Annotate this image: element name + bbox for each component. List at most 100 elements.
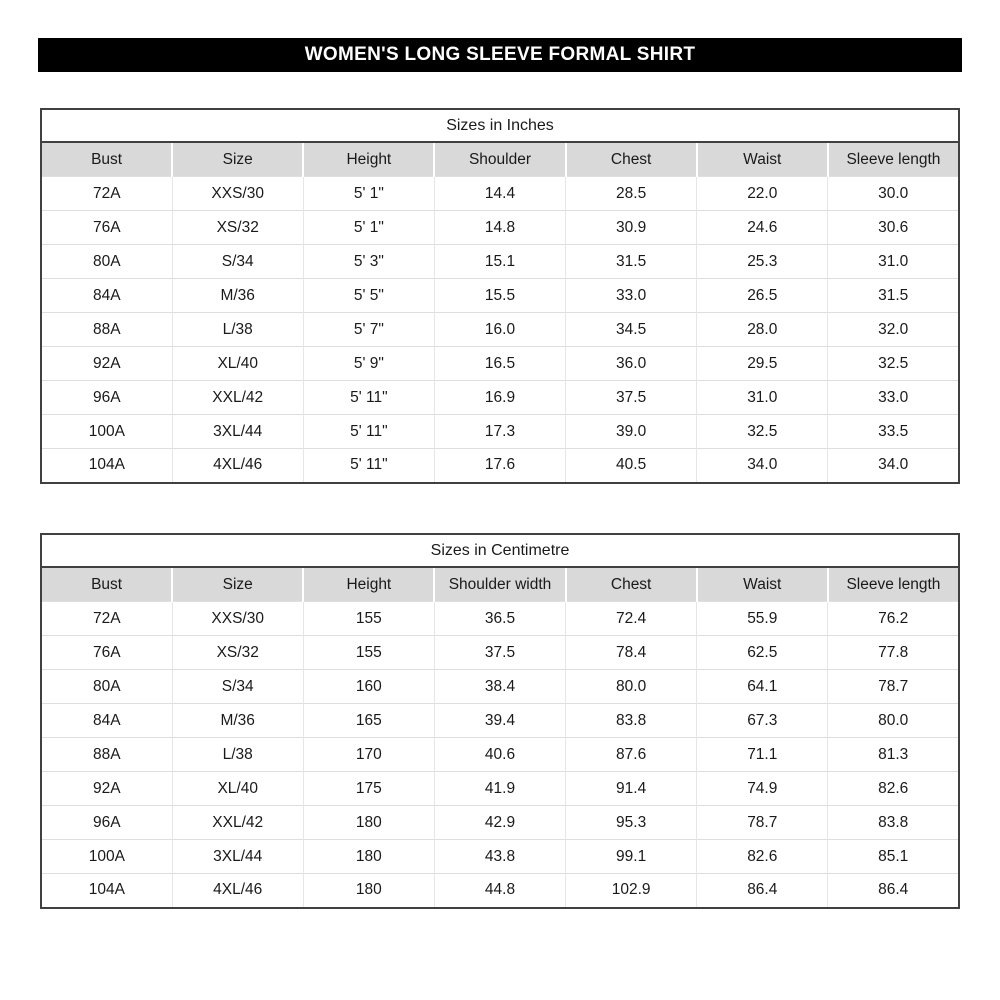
table-cell: 36.5 [433,601,566,636]
table-cell: 40.5 [565,448,697,483]
table-cell: 17.3 [433,414,566,449]
table-row: 100A 3XL/44 5' 11" 17.3 39.0 32.5 33.5 [41,414,959,449]
table-cell: 16.9 [433,380,566,415]
table-cell: 170 [302,737,435,772]
table-header-row: Bust Size Height Shoulder Chest Waist Sleeve l… [41,142,959,177]
table-cell: 96A [41,805,173,840]
table-cell: 78.7 [696,805,828,840]
table-cell: 28.5 [565,176,697,211]
table-row: 80A S/34 5' 3" 15.1 31.5 25.3 31.0 [41,244,959,279]
table-cell: 33.0 [827,380,959,415]
table-cell: 39.4 [433,703,566,738]
sizes-in-centimetre-table: Sizes in Centimetre Bust Size Height Should… [40,533,960,909]
table-cell: XXL/42 [171,380,304,415]
table-row: 104A 4XL/46 5' 11" 17.6 40.5 34.0 34.0 [41,448,959,483]
table-cell: 32.0 [827,312,959,347]
table-cell: 44.8 [433,873,566,908]
table-cell: L/38 [171,737,304,772]
table-cell: 83.8 [827,805,959,840]
table-cell: 30.6 [827,210,959,245]
table-header-row: Bust Size Height Shoulder width Chest Waist Sl… [41,567,959,602]
table-cell: 30.9 [565,210,697,245]
table-cell: 86.4 [827,873,959,908]
table-cell: M/36 [171,703,304,738]
column-header: Waist [695,567,828,602]
table-cell: 67.3 [696,703,828,738]
table-row: 92A XL/40 5' 9" 16.5 36.0 29.5 32.5 [41,346,959,381]
page-title: WOMEN'S LONG SLEEVE FORMAL SHIRT [38,38,962,72]
table-cell: 26.5 [696,278,828,313]
table-caption: Sizes in Centimetre [41,534,959,568]
table-row: 84A M/36 165 39.4 83.8 67.3 80.0 [41,703,959,738]
table-caption-row: Sizes in Inches [41,109,959,143]
table-caption-row: Sizes in Centimetre [41,534,959,568]
table-cell: 99.1 [565,839,697,874]
table-row: 80A S/34 160 38.4 80.0 64.1 78.7 [41,669,959,704]
table-cell: 3XL/44 [171,839,304,874]
table-cell: 88A [41,737,173,772]
table-cell: 64.1 [696,669,828,704]
table-cell: 100A [41,414,173,449]
table-cell: 86.4 [696,873,828,908]
table-cell: 78.7 [827,669,959,704]
table-cell: S/34 [171,244,304,279]
table-cell: 72A [41,601,173,636]
table-cell: 84A [41,278,173,313]
table-cell: 72A [41,176,173,211]
table-row: 76A XS/32 5' 1" 14.8 30.9 24.6 30.6 [41,210,959,245]
table-cell: 155 [302,601,435,636]
column-header: Sleeve length [826,567,959,602]
table-cell: 28.0 [696,312,828,347]
table-cell: 82.6 [827,771,959,806]
table-cell: 180 [302,873,435,908]
table-body: 72A XXS/30 5' 1" 14.4 28.5 22.0 30.0 76A XS/32 5'… [41,176,959,483]
table-cell: 32.5 [827,346,959,381]
table-cell: 36.0 [565,346,697,381]
table-row: 100A 3XL/44 180 43.8 99.1 82.6 85.1 [41,839,959,874]
table-caption: Sizes in Inches [41,109,959,143]
table-cell: XS/32 [171,210,304,245]
table-cell: 102.9 [565,873,697,908]
table-cell: 39.0 [565,414,697,449]
table-cell: 76A [41,635,173,670]
table-cell: 33.0 [565,278,697,313]
table-cell: 32.5 [696,414,828,449]
table-cell: 5' 3" [302,244,435,279]
table-cell: XL/40 [171,346,304,381]
table-cell: 33.5 [827,414,959,449]
table-cell: 25.3 [696,244,828,279]
column-header: Shoulder [433,142,566,177]
table-cell: 5' 11" [302,448,435,483]
table-cell: 15.1 [433,244,566,279]
table-cell: 17.6 [433,448,566,483]
table-cell: 80A [41,244,173,279]
table-cell: 3XL/44 [171,414,304,449]
column-header: Size [171,567,304,602]
table-cell: XS/32 [171,635,304,670]
table-cell: 42.9 [433,805,566,840]
table-cell: 165 [302,703,435,738]
table-cell: 34.5 [565,312,697,347]
table-cell: 100A [41,839,173,874]
column-header: Height [302,142,435,177]
table-cell: 31.0 [696,380,828,415]
table-cell: 14.8 [433,210,566,245]
table-cell: 14.4 [433,176,566,211]
table-row: 88A L/38 170 40.6 87.6 71.1 81.3 [41,737,959,772]
table-cell: 5' 11" [302,380,435,415]
table-row: 96A XXL/42 5' 11" 16.9 37.5 31.0 33.0 [41,380,959,415]
table-cell: 87.6 [565,737,697,772]
table-row: 96A XXL/42 180 42.9 95.3 78.7 83.8 [41,805,959,840]
table-cell: 81.3 [827,737,959,772]
table-cell: 104A [41,448,173,483]
sizes-in-inches-table: Sizes in Inches Bust Size Height Shoulder Ch… [40,108,960,484]
table-cell: 80.0 [565,669,697,704]
table-row: 72A XXS/30 155 36.5 72.4 55.9 76.2 [41,601,959,636]
table-cell: 76.2 [827,601,959,636]
table-cell: 175 [302,771,435,806]
table-cell: XXL/42 [171,805,304,840]
table-cell: 5' 9" [302,346,435,381]
table-cell: 91.4 [565,771,697,806]
column-header: Chest [564,142,697,177]
